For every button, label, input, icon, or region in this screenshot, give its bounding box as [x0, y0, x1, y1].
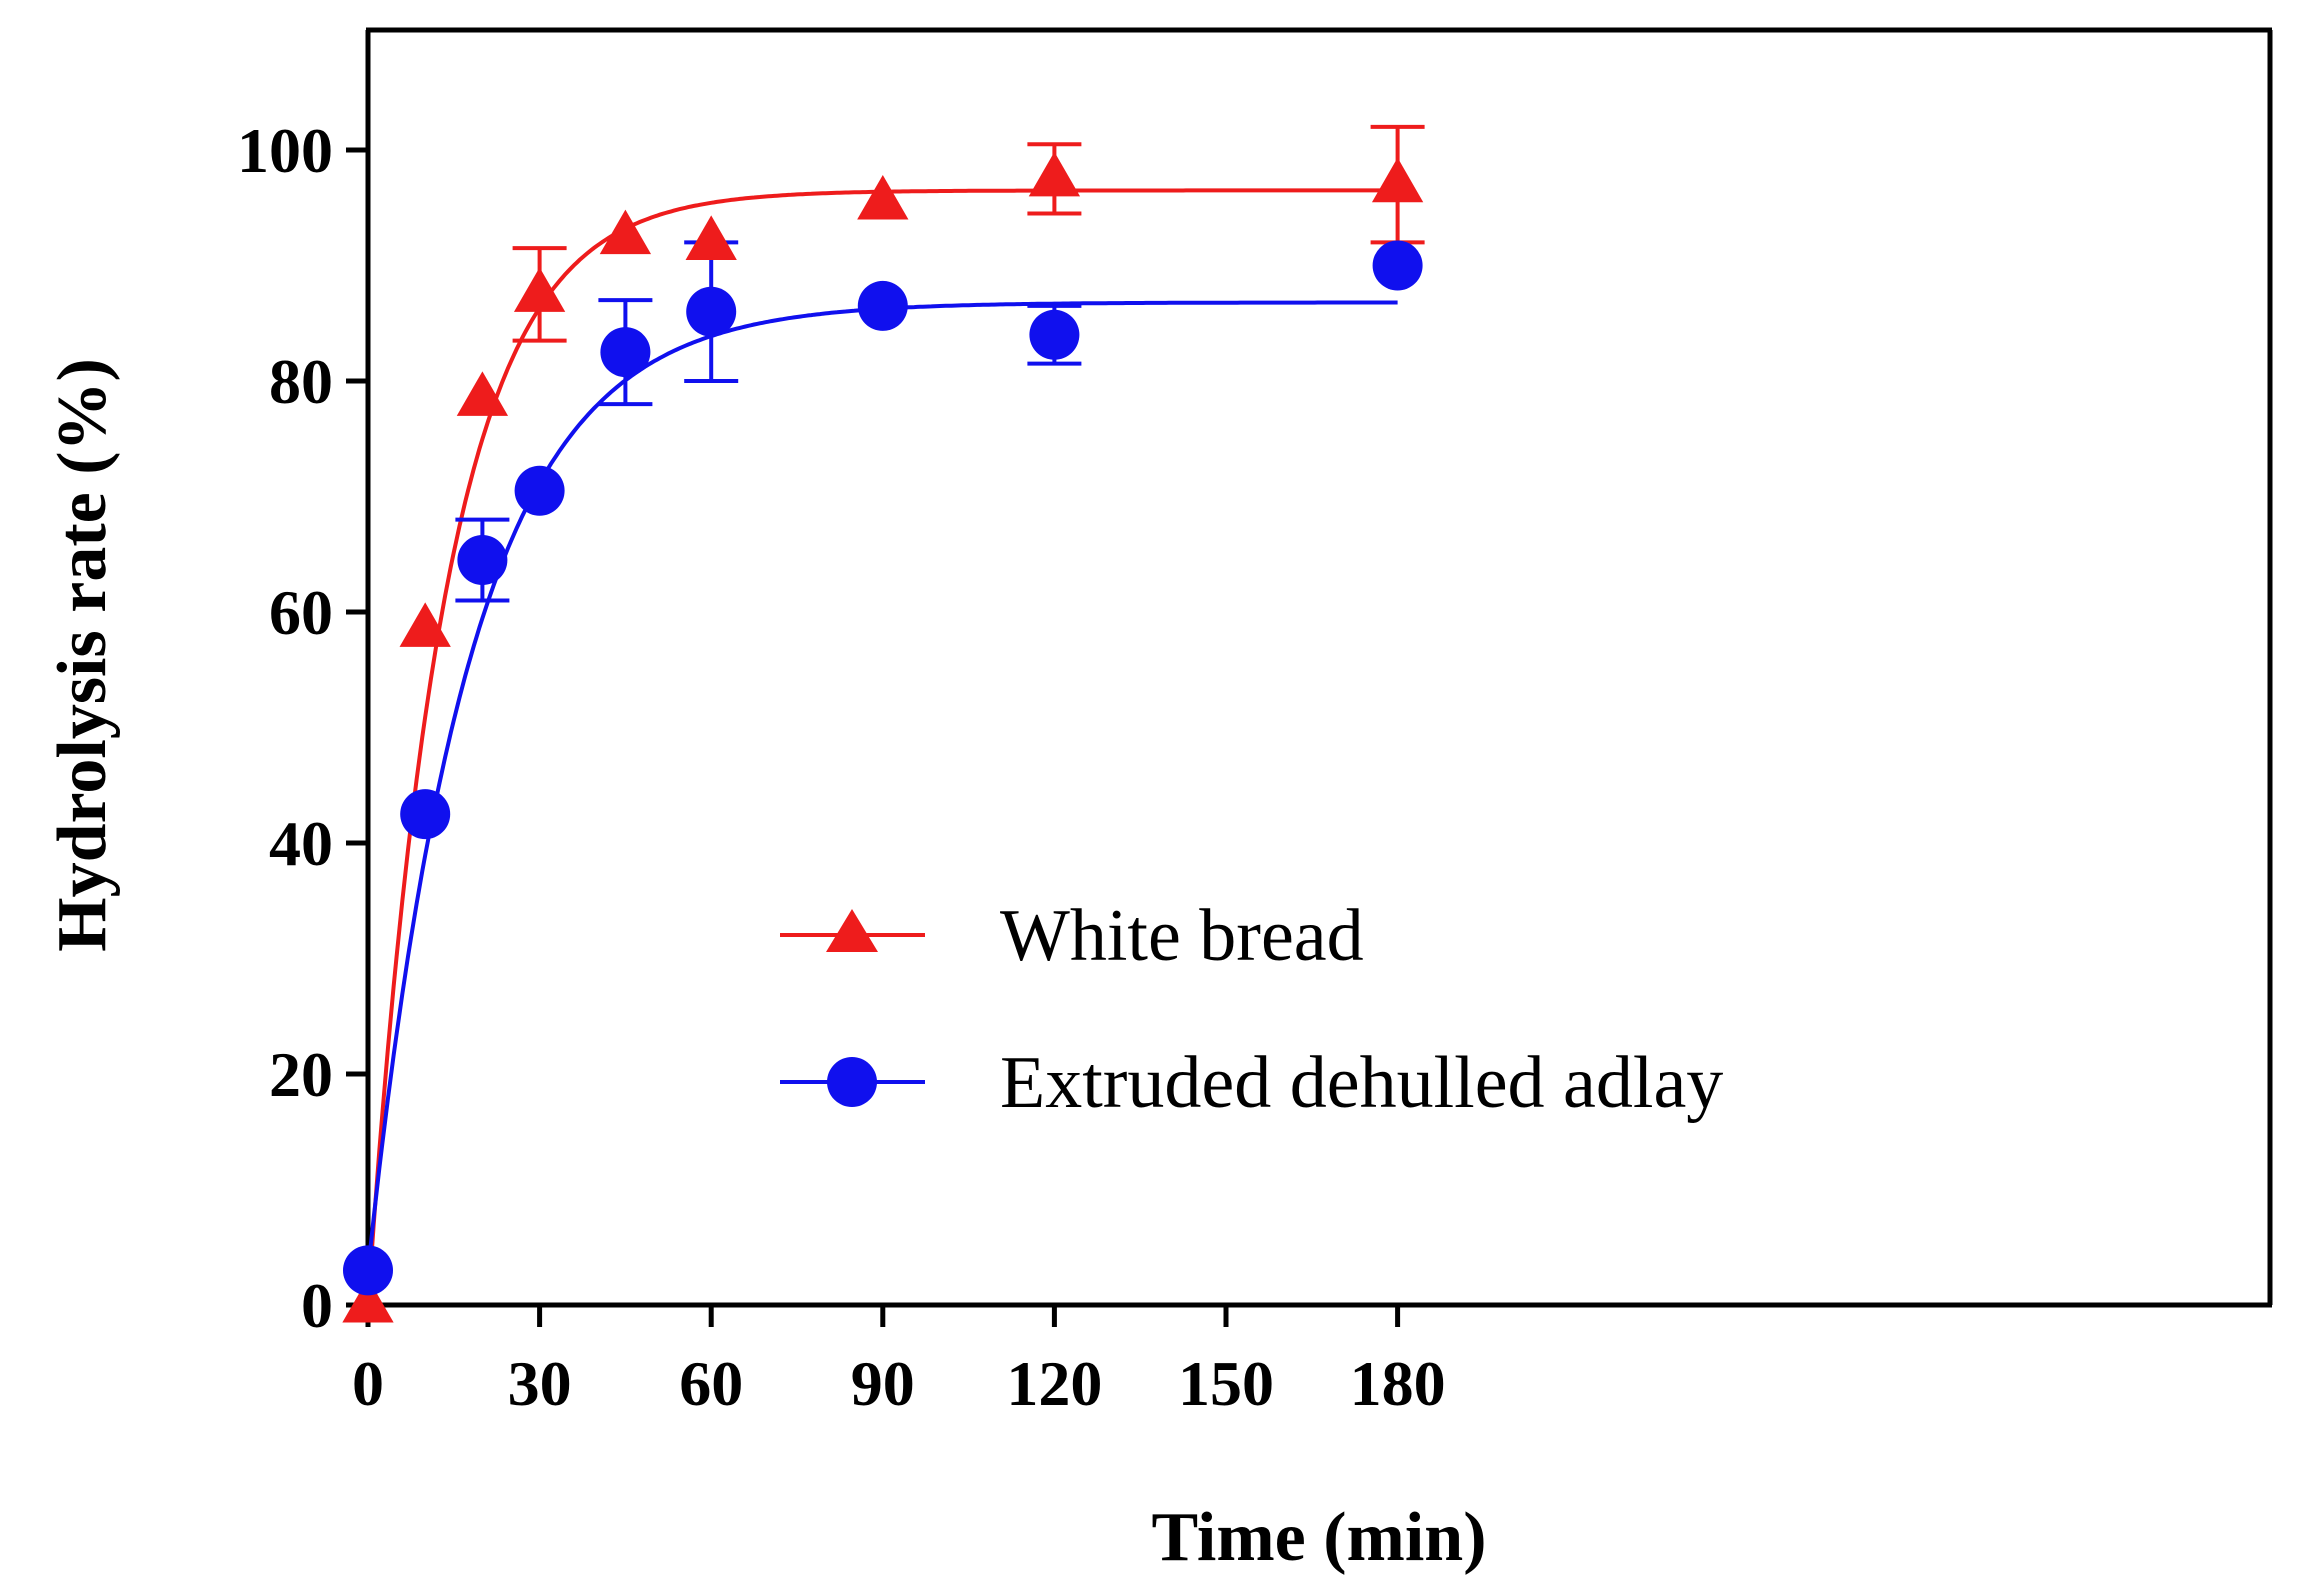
legend-item-white-bread: White bread — [780, 895, 1364, 977]
data-point-extruded-dehulled-adlay — [857, 280, 908, 331]
error-bars — [455, 124, 1425, 603]
legend-item-extruded-dehulled-adlay: Extruded dehulled adlay — [780, 1042, 1723, 1124]
x-tick-label: 0 — [352, 1348, 384, 1419]
legend-label-white-bread: White bread — [1000, 895, 1364, 977]
data-point-white-bread — [1028, 151, 1081, 197]
y-ticks: 0 20 40 60 80 100 — [237, 115, 368, 1341]
fit-curve-white-bread — [366, 188, 1398, 1306]
y-tick-label: 80 — [269, 346, 333, 417]
y-tick-label: 100 — [237, 115, 333, 186]
legend-label-extruded-dehulled-adlay: Extruded dehulled adlay — [1000, 1042, 1723, 1124]
data-point-extruded-dehulled-adlay — [1029, 309, 1080, 360]
x-tick-label: 150 — [1178, 1348, 1274, 1419]
data-point-extruded-dehulled-adlay — [600, 327, 651, 378]
x-ticks: 0 30 60 90 120 150 180 — [352, 1305, 1446, 1419]
fit-curve-extruded-dehulled-adlay — [366, 300, 1398, 1271]
plot-frame — [365, 27, 2273, 1308]
y-tick-label: 20 — [269, 1039, 333, 1110]
data-point-white-bread — [342, 1278, 394, 1323]
data-point-white-bread — [399, 602, 451, 647]
x-tick-label: 90 — [851, 1348, 915, 1419]
data-point-white-bread — [456, 371, 509, 416]
y-tick-label: 40 — [269, 808, 333, 879]
data-point-white-bread — [513, 267, 566, 312]
data-point-extruded-dehulled-adlay — [1372, 240, 1423, 291]
data-point-white-bread — [857, 174, 909, 220]
y-axis-title: Hydrolysis rate (%) — [44, 358, 121, 952]
legend-marker-white-bread — [826, 909, 878, 952]
x-tick-label: 60 — [679, 1348, 743, 1419]
x-tick-label: 180 — [1350, 1348, 1446, 1419]
x-axis-title: Time (min) — [1151, 1499, 1486, 1576]
data-point-extruded-dehulled-adlay — [400, 789, 451, 840]
data-point-extruded-dehulled-adlay — [457, 535, 508, 586]
data-point-extruded-dehulled-adlay — [514, 465, 565, 516]
x-tick-label: 120 — [1006, 1348, 1102, 1419]
y-tick-label: 60 — [269, 577, 333, 648]
fit-curves — [366, 188, 1398, 1306]
data-point-extruded-dehulled-adlay — [343, 1245, 393, 1296]
data-point-white-bread — [599, 209, 652, 255]
data-markers — [342, 151, 1424, 1323]
data-point-white-bread — [1371, 157, 1424, 203]
y-tick-label: 0 — [301, 1270, 333, 1341]
x-tick-label: 30 — [508, 1348, 572, 1419]
legend-marker-adlay — [827, 1057, 877, 1107]
legend: White bread Extruded dehulled adlay — [780, 895, 1723, 1124]
data-point-white-bread — [685, 215, 737, 260]
data-point-extruded-dehulled-adlay — [686, 286, 737, 337]
